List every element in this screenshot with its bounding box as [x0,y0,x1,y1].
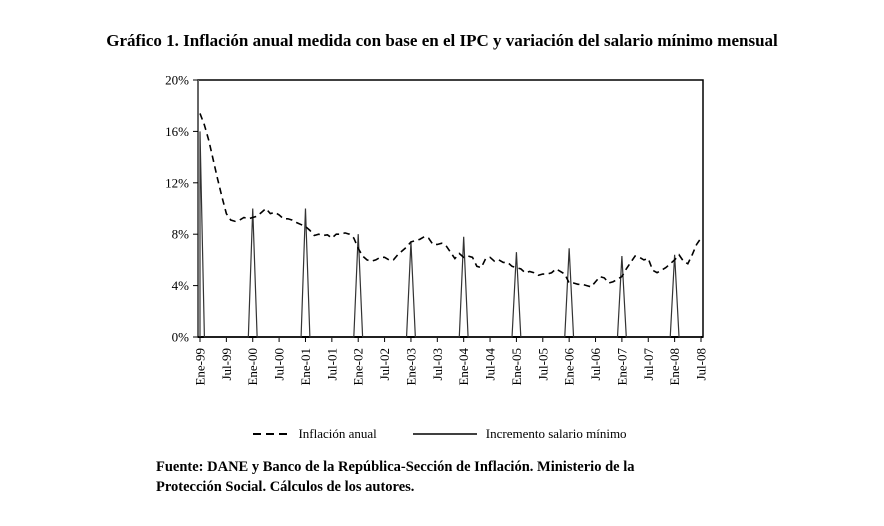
x-tick-label: Jul-99 [219,348,234,381]
source-line-2: Protección Social. Cálculos de los autor… [156,479,415,496]
y-tick-label: 20% [165,73,189,88]
x-tick-label: Jul-04 [483,348,498,381]
x-tick-label: Ene-02 [351,348,366,386]
x-tick-label: Ene-04 [456,348,471,386]
x-tick-label: Jul-01 [324,348,339,381]
inflation-line [199,113,702,288]
legend-item-wage: Incremento salario mínimo [412,426,627,442]
x-tick-label: Ene-08 [667,348,682,386]
x-tick-label: Jul-08 [694,348,709,381]
x-tick-label: Jul-06 [588,348,603,381]
legend-label-inflation: Inflación anual [298,426,377,441]
solid-line-sample [412,433,477,435]
x-tick-label: Jul-05 [535,348,550,381]
chart-legend: Inflación anual Incremento salario mínim… [150,426,730,442]
x-tick-label: Ene-99 [193,348,208,386]
x-tick-label: Ene-03 [403,348,418,386]
y-tick-label: 12% [165,175,189,190]
x-tick-label: Jul-02 [377,348,392,381]
source-note: Fuente: DANE y Banco de la República-Sec… [156,457,756,498]
y-tick-label: 4% [172,278,190,293]
wage-increase-line [199,131,701,338]
x-tick-label: Jul-03 [430,348,445,381]
plot-border [197,79,704,338]
inflation-wage-chart: 0% 4% 8% 12% 16% 20% Ene-99 Jul-99 Ene-00 Jul-00 E… [165,73,709,386]
chart-title: Gráfico 1. Inflación anual medida con ba… [106,31,778,50]
x-tick-label: Ene-05 [509,348,524,386]
x-tick-label: Jul-07 [641,348,656,381]
source-line-1: Fuente: DANE y Banco de la República-Sec… [156,459,635,475]
y-tick-label: 16% [165,124,189,139]
x-tick-label: Jul-00 [272,348,287,381]
x-tick-label: Ene-06 [562,348,577,386]
legend-item-inflation: Inflación anual [253,426,377,442]
x-tick-label: Ene-07 [614,348,629,386]
x-tick-label: Ene-00 [245,348,260,386]
y-tick-label: 0% [172,330,190,345]
dashed-line-sample [253,433,290,435]
y-tick-label: 8% [172,227,190,242]
legend-label-wage: Incremento salario mínimo [485,426,627,441]
x-tick-label: Ene-01 [298,348,313,386]
